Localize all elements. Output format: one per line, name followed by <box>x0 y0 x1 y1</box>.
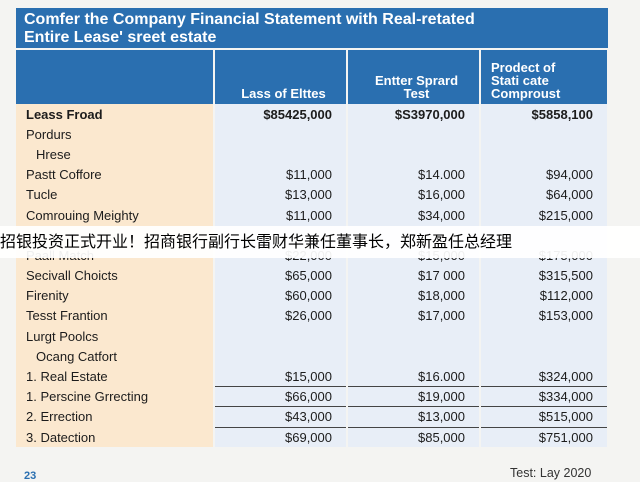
value-cell: $334,000 <box>480 386 609 408</box>
row-label: Tesst Frantion <box>16 305 215 327</box>
header-cell-2: Entter Sprard Test <box>347 50 481 104</box>
table-row: Tucle $13,000 $16,000 $64,000 <box>16 184 609 205</box>
table-row: 1. Perscine Grrecting $66,000 $19,000 $334,… <box>16 386 609 408</box>
value-cell: $17 000 <box>347 265 481 286</box>
page-number: 23 <box>24 470 37 482</box>
value-cell: $18,000 <box>347 285 481 306</box>
row-label: Lurgt Poolcs <box>16 326 215 347</box>
value-cell <box>347 326 481 347</box>
table-row: Tesst Frantion $26,000 $17,000 $153,000 <box>16 305 609 327</box>
row-label: Hrese <box>16 144 215 165</box>
row-label: Pordurs <box>16 124 215 145</box>
value-cell: $215,000 <box>480 204 609 226</box>
row-label: Tucle <box>16 184 215 205</box>
value-cell: $153,000 <box>480 305 609 327</box>
value-cell: $66,000 <box>214 386 348 408</box>
value-cell <box>347 346 481 367</box>
value-cell: $13,000 <box>214 184 348 205</box>
value-cell: $34,000 <box>347 204 481 226</box>
table-header-row: Lass of Elttes Entter Sprard Test Prodec… <box>16 50 609 104</box>
value-cell <box>214 326 348 347</box>
table-row: Ocang Catfort <box>16 346 609 367</box>
table-row: Comrouing Meighty $11,000 $34,000 $215,000 <box>16 204 609 226</box>
value-cell: $94,000 <box>480 164 609 185</box>
value-cell <box>480 144 609 165</box>
value-cell <box>214 144 348 165</box>
row-label: 1. Real Estate <box>16 366 215 387</box>
value-cell: $751,000 <box>480 427 609 448</box>
value-cell: $69,000 <box>214 427 348 448</box>
value-cell: $85425,000 <box>214 104 348 125</box>
row-label: Secivall Choicts <box>16 265 215 286</box>
table-row: Pastt Coffore $11,000 $14.000 $94,000 <box>16 164 609 185</box>
row-label: 3. Datection <box>16 427 215 448</box>
value-cell: $S3970,000 <box>347 104 481 125</box>
value-cell: $13,000 <box>347 406 481 428</box>
value-cell <box>480 326 609 347</box>
value-cell: $65,000 <box>214 265 348 286</box>
value-cell: $11,000 <box>214 204 348 226</box>
table-row: Firenity $60,000 $18,000 $112,000 <box>16 285 609 306</box>
row-label: Pastt Coffore <box>16 164 215 185</box>
value-cell: $315,500 <box>480 265 609 286</box>
value-cell <box>214 124 348 145</box>
value-cell: $60,000 <box>214 285 348 306</box>
value-cell: $16.000 <box>347 366 481 388</box>
row-label: 2. Errection <box>16 406 215 427</box>
value-cell: $85,000 <box>347 427 481 448</box>
table-body: Leass Froad $85425,000 $S3970,000 $5858,100… <box>16 104 609 448</box>
value-cell: $11,000 <box>214 164 348 185</box>
table-row: Pordurs <box>16 124 609 145</box>
value-cell: $64,000 <box>480 184 609 205</box>
table-row: Leass Froad $85425,000 $S3970,000 $5858,100 <box>16 104 609 125</box>
row-label: Comrouing Meighty <box>16 204 215 226</box>
value-cell <box>347 144 481 165</box>
table-row: Secivall Choicts $65,000 $17 000 $315,500 <box>16 265 609 286</box>
row-label: 1. Perscine Grrecting <box>16 386 215 407</box>
table-row: 3. Datection $69,000 $85,000 $751,000 <box>16 427 609 448</box>
title-banner: Comfer the Company Financial Statement w… <box>16 8 608 48</box>
value-cell <box>214 346 348 367</box>
value-cell: $324,000 <box>480 366 609 388</box>
footnote: Test: Lay 2020 <box>510 466 592 480</box>
value-cell: $14.000 <box>347 164 481 185</box>
table-row: 1. Real Estate $15,000 $16.000 $324,000 <box>16 366 609 388</box>
row-label: Firenity <box>16 285 215 306</box>
value-cell: $5858,100 <box>480 104 609 125</box>
overlay-banner-text: 招银投资正式开业！招商银行副行长雷财华兼任董事长，郑新盈任总经理 <box>0 226 640 258</box>
value-cell: $15,000 <box>214 366 348 388</box>
value-cell: $16,000 <box>347 184 481 205</box>
header-cell-3: Prodect of Stati cate Comproust <box>480 50 609 104</box>
title-line-2: Entire Lease' sreet estate <box>24 29 217 46</box>
value-cell: $43,000 <box>214 406 348 428</box>
value-cell <box>480 346 609 367</box>
header-cell-0 <box>16 50 215 104</box>
value-cell: $17,000 <box>347 305 481 327</box>
value-cell: $19,000 <box>347 386 481 408</box>
row-label: Leass Froad <box>16 104 215 125</box>
row-label: Ocang Catfort <box>16 346 215 367</box>
header-cell-1: Lass of Elttes <box>214 50 348 104</box>
value-cell <box>480 124 609 145</box>
table-row: Hrese <box>16 144 609 165</box>
table-row: 2. Errection $43,000 $13,000 $515,000 <box>16 406 609 428</box>
table-row: Lurgt Poolcs <box>16 326 609 347</box>
value-cell <box>347 124 481 145</box>
value-cell: $112,000 <box>480 285 609 306</box>
title-line-1: Comfer the Company Financial Statement w… <box>24 11 475 28</box>
value-cell: $26,000 <box>214 305 348 327</box>
value-cell: $515,000 <box>480 406 609 428</box>
